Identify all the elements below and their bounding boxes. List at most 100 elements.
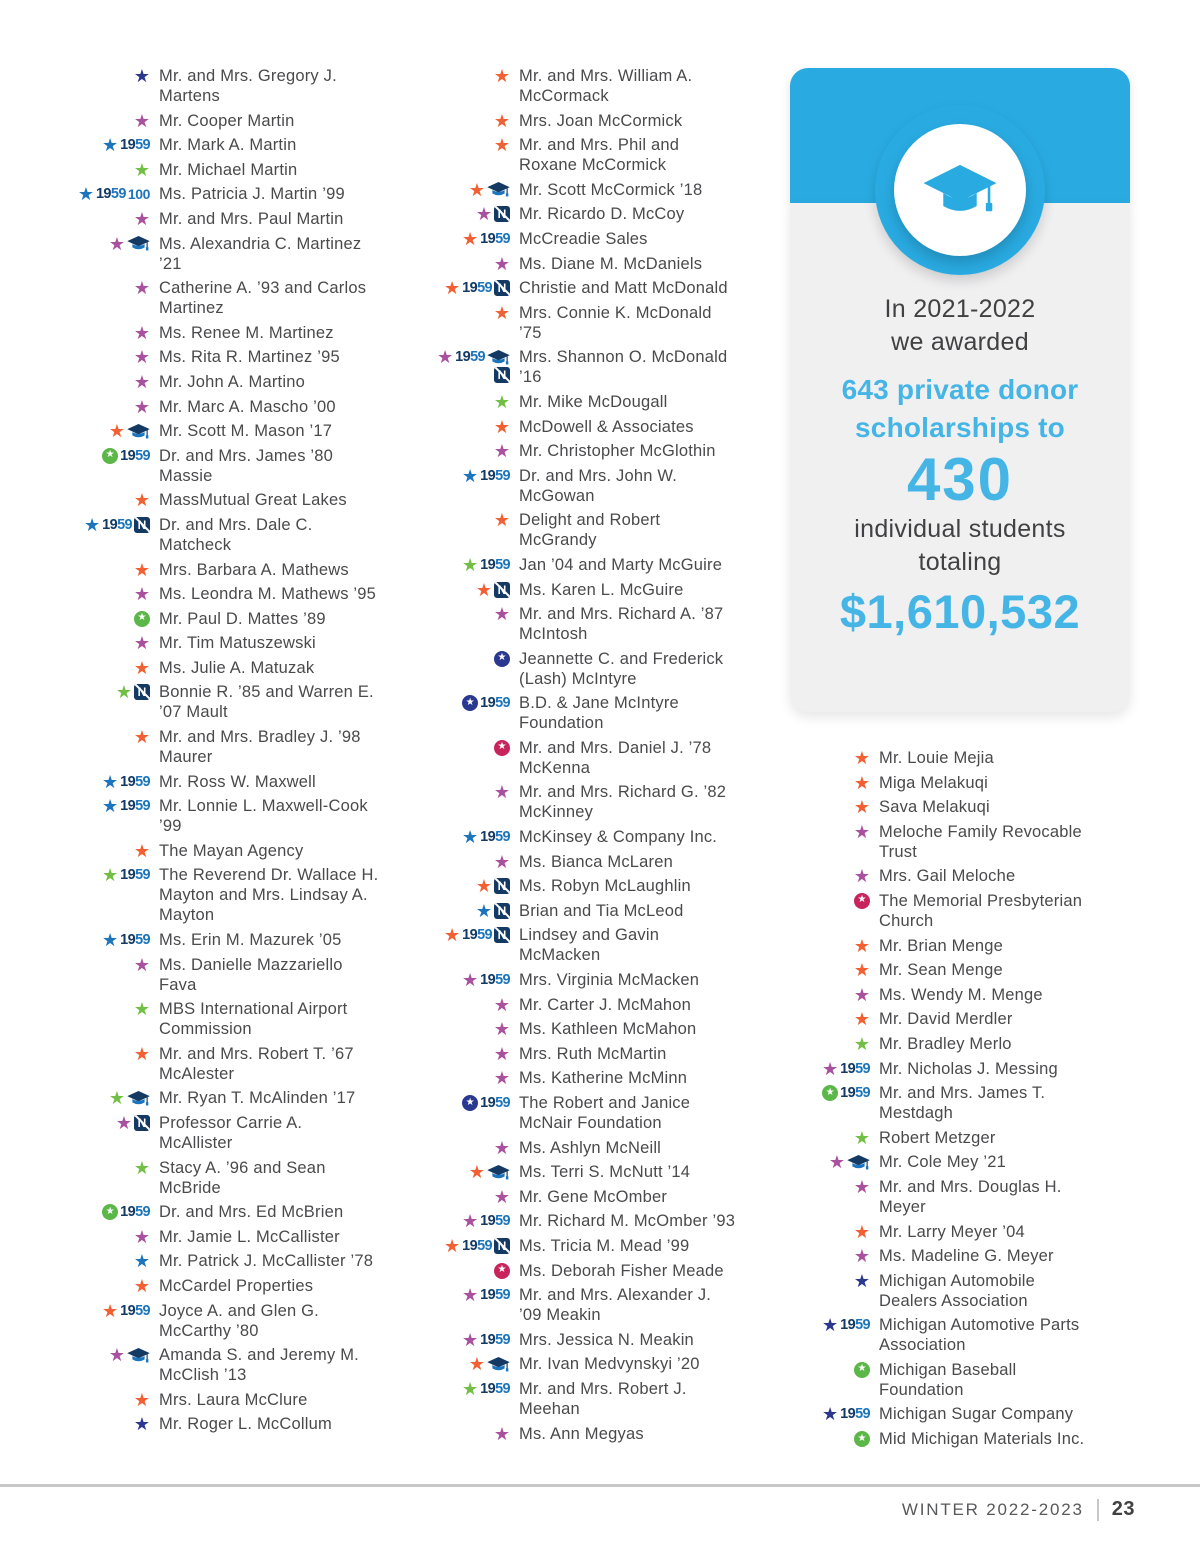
donor-name: Mr. and Mrs. James T. Mestdagh <box>879 1084 1046 1123</box>
donor-name: MBS International Airport Commission <box>159 1000 348 1039</box>
donor-entry: ★ Michigan Baseball Foundation <box>790 1360 1150 1400</box>
donor-name: Ms. Deborah Fisher Meade <box>519 1261 724 1280</box>
star-purple-icon: ★ <box>461 1329 479 1350</box>
donor-entry: ★ 19 59 Mrs. Jessica N. Meakin <box>430 1330 790 1350</box>
star-orange-icon: ★ <box>101 1300 119 1321</box>
donor-entry: ★ Ms. Wendy M. Menge <box>790 985 1150 1005</box>
donor-name: Ms. Karen L. McGuire <box>519 580 684 599</box>
donor-entry: ★ N Professor Carrie A. McAllister <box>70 1113 430 1153</box>
donor-entry: ★ 19 59 N Dr. and Mrs. Dale C. Matcheck <box>70 515 430 555</box>
donor-entry: ★ MassMutual Great Lakes <box>70 490 430 510</box>
1959-society-icon: 19 59 <box>840 1406 870 1423</box>
donor-icons: ★ 19 59 <box>430 1285 511 1304</box>
donor-entry: ★ N Mr. Ricardo D. McCoy <box>430 204 790 224</box>
donor-name: Mrs. Jessica N. Meakin <box>519 1330 694 1349</box>
donor-icons: ★ <box>430 782 510 803</box>
donor-entry: ★ Ms. Katherine McMinn <box>430 1068 790 1088</box>
1959-society-icon: 19 59 <box>120 932 150 949</box>
star-purple-icon: ★ <box>828 1152 845 1173</box>
donor-entry: ★ 19 59 Dr. and Mrs. James ’80 Massie <box>70 446 430 486</box>
donor-name: Mrs. Laura McClure <box>159 1390 308 1409</box>
star-purple-icon: ★ <box>853 1246 870 1267</box>
donor-name: Mr. and Mrs. Phil and Roxane McCormick <box>519 136 680 175</box>
donor-entry: ★ Mr. Jamie L. McCallister <box>70 1227 430 1247</box>
donor-entry: ★ 19 59 N Christie and Matt McDonald <box>430 278 790 298</box>
donor-entry: ★ Ms. Danielle Mazzariello Fava <box>70 955 430 995</box>
1959-society-icon: 19 59 <box>120 447 150 464</box>
donor-icons: ★ N <box>430 580 510 599</box>
donor-name: Mr. Paul D. Mattes ’89 <box>159 609 326 628</box>
donor-name: Mr. Nicholas J. Messing <box>879 1059 1058 1078</box>
donor-entry: ★ 19 59 Mr. and Mrs. Robert J. Meehan <box>430 1379 790 1419</box>
stats-line-4: totaling <box>918 548 1002 576</box>
star-purple-icon: ★ <box>493 782 510 803</box>
donor-icons: ★ <box>790 822 870 841</box>
1959-society-icon: 19 59 <box>120 1204 150 1221</box>
northwood-n-icon: N <box>494 902 510 919</box>
donor-entry: ★ The Mayan Agency <box>70 841 430 861</box>
stats-line-2: we awarded <box>891 328 1029 356</box>
donor-name: Ms. Katherine McMinn <box>519 1069 688 1088</box>
donor-icons: ★ <box>430 995 510 1014</box>
donor-icons: ★ 19 59 <box>430 1211 511 1230</box>
donor-icons: ★ <box>790 748 870 767</box>
graduation-cap-icon <box>487 349 510 365</box>
donor-name: Mr. Scott McCormick ’18 <box>519 180 703 199</box>
donor-icons: ★ <box>430 1019 510 1038</box>
donor-icons: ★ <box>70 658 150 677</box>
donor-icons: ★ <box>790 1152 870 1173</box>
donor-column-2: ★ Mr. and Mrs. William A. McCormack ★ Mrs. … <box>430 66 790 1448</box>
northwood-n-icon: N <box>134 516 150 533</box>
donor-entry: ★ McDowell & Associates <box>430 417 790 437</box>
graduation-cap-icon <box>923 164 997 212</box>
1959-society-icon: 19 59 <box>120 867 150 884</box>
star-orange-icon: ★ <box>133 840 150 861</box>
circle-star-green-icon: ★ <box>854 1431 870 1448</box>
donor-name: Ms. Ann Megyas <box>519 1424 644 1443</box>
donor-icons: ★ <box>70 397 150 416</box>
donor-entry: ★ Ms. Deborah Fisher Meade <box>430 1261 790 1281</box>
star-purple-icon: ★ <box>461 970 479 991</box>
1959-society-icon: 19 59 <box>480 972 510 989</box>
star-green-icon: ★ <box>133 999 150 1020</box>
stats-text: In 2021-2022 we awarded 643 private dono… <box>790 293 1130 638</box>
donor-entry: ★ Mr. Patrick J. McCallister ’78 <box>70 1251 430 1271</box>
donor-icons: ★ <box>430 180 510 199</box>
star-green-icon: ★ <box>461 1378 479 1399</box>
star-orange-icon: ★ <box>493 510 510 531</box>
donor-entry: ★ Mrs. Gail Meloche <box>790 866 1150 886</box>
donor-name: Mr. and Mrs. Robert T. ’67 McAlester <box>159 1044 354 1083</box>
footer: WINTER 2022-2023 23 <box>902 1498 1135 1521</box>
donor-name: Mr. and Mrs. Bradley J. ’98 Maurer <box>159 728 361 767</box>
donor-entry: ★ Stacy A. ’96 and Sean McBride <box>70 1158 430 1198</box>
star-purple-icon: ★ <box>853 984 870 1005</box>
donor-name: Mr. Tim Matuszewski <box>159 634 316 653</box>
northwood-n-icon: N <box>494 581 510 598</box>
1959-society-icon: 19 59 <box>480 467 510 484</box>
graduation-cap-icon <box>847 1154 870 1170</box>
donor-name: Jeannette C. and Frederick (Lash) McInty… <box>519 649 724 688</box>
donor-name: MassMutual Great Lakes <box>159 491 347 510</box>
donor-entry: ★ Mr. Cooper Martin <box>70 111 430 131</box>
star-purple-icon: ★ <box>821 1058 839 1079</box>
donor-entry: ★ Meloche Family Revocable Trust <box>790 822 1150 862</box>
star-navy-icon: ★ <box>133 66 150 86</box>
donor-entry: ★ Mrs. Laura McClure <box>70 1390 430 1410</box>
star-orange-icon: ★ <box>853 935 870 956</box>
1959-society-icon: 19 59 <box>480 829 510 846</box>
footer-page-number: 23 <box>1111 1498 1135 1520</box>
donor-name: Michigan Automotive Parts Association <box>879 1316 1080 1355</box>
circle-star-red-icon: ★ <box>494 1262 510 1279</box>
donor-name: Mr. and Mrs. Richard A. ’87 McIntosh <box>519 605 724 644</box>
donor-entry: ★ Robert Metzger <box>790 1128 1150 1148</box>
donor-icons: ★ N <box>430 876 510 895</box>
donor-icons: ★ <box>70 727 150 746</box>
donor-entry: ★ Ms. Madeline G. Meyer <box>790 1246 1150 1266</box>
donor-name: Catherine A. ’93 and Carlos Martinez <box>159 279 367 318</box>
1959-society-icon: 19 59 <box>480 1213 510 1230</box>
donor-name: Mrs. Shannon O. McDonald ’16 <box>519 348 728 387</box>
donor-icons: ★ <box>70 209 150 228</box>
donor-icons: ★ <box>790 960 870 979</box>
donor-icons: ★ <box>790 891 870 909</box>
